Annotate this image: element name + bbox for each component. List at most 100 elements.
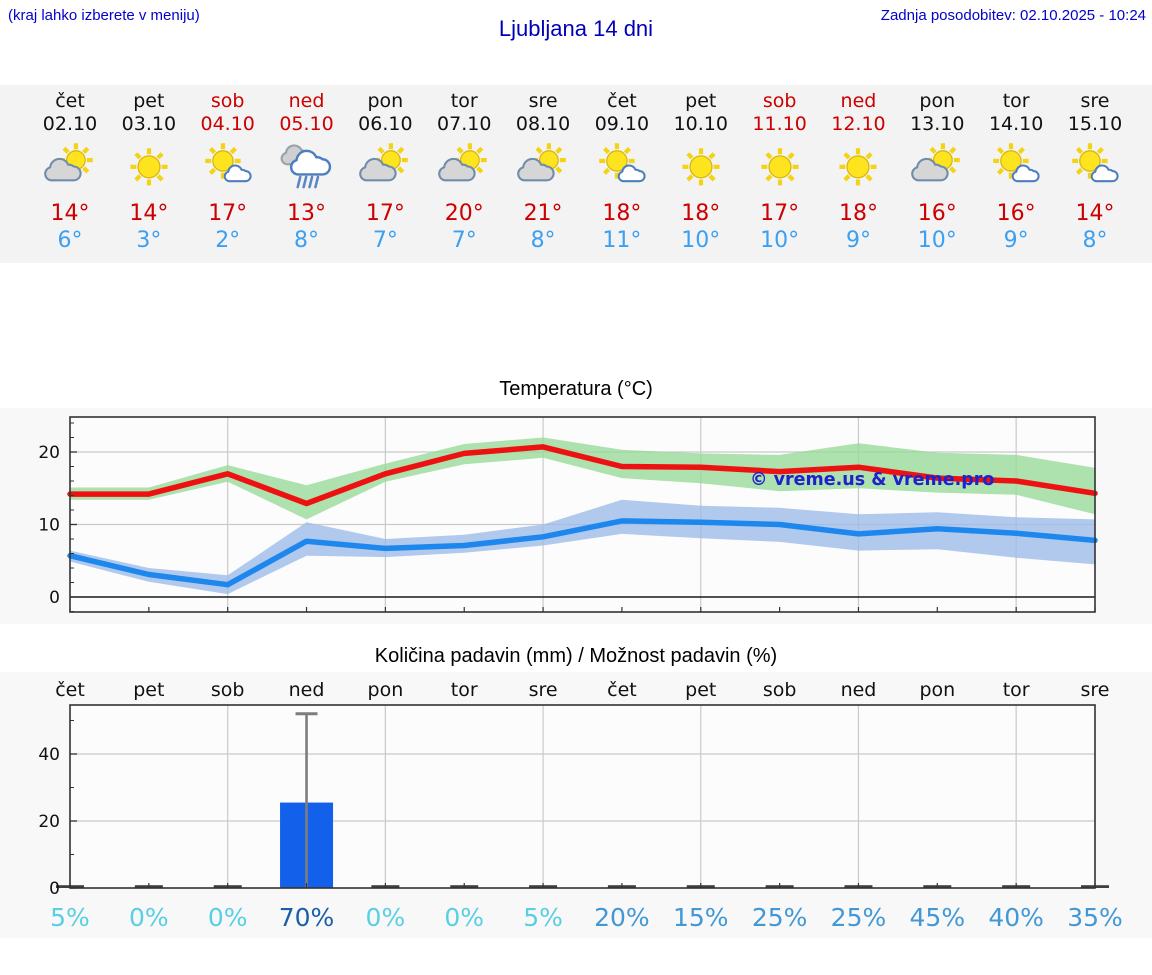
day-name: ned xyxy=(840,90,877,112)
precip-probability-label: 5% xyxy=(523,903,563,932)
precip-probability-label: 15% xyxy=(673,903,729,932)
weather-icon-cloud-sun xyxy=(44,143,93,182)
day-column[interactable]: tor 07.10 20° 7° xyxy=(424,85,504,254)
day-date: 03.10 xyxy=(121,113,177,135)
day-name: tor xyxy=(450,90,478,112)
day-date: 14.10 xyxy=(988,113,1044,135)
precip-ytick-label: 40 xyxy=(38,745,60,765)
weather-icon-sun xyxy=(682,148,720,186)
high-temp: 16° xyxy=(996,201,1036,226)
high-temp: 16° xyxy=(917,201,957,226)
day-column[interactable]: sre 15.10 14° 8° xyxy=(1055,85,1135,254)
precip-day-label: sob xyxy=(211,679,245,701)
day-date: 07.10 xyxy=(437,113,492,135)
day-column[interactable]: čet 02.10 14° 6° xyxy=(30,85,110,254)
day-name: pon xyxy=(919,90,956,112)
max-temp-line xyxy=(67,444,1098,507)
low-temp: 10° xyxy=(917,228,957,253)
precip-probability-label: 70% xyxy=(279,903,335,932)
low-temp: 7° xyxy=(451,228,477,253)
day-icon-holder xyxy=(1055,139,1135,193)
day-date: 02.10 xyxy=(42,113,98,135)
day-name: pon xyxy=(367,90,404,112)
day-icon-holder xyxy=(267,139,347,193)
weather-icon-sun-cloud xyxy=(204,143,252,183)
precip-day-label: sob xyxy=(763,679,797,701)
day-name: sre xyxy=(528,90,558,112)
weather-icon-sun xyxy=(130,148,168,186)
day-icon-holder xyxy=(818,139,898,193)
weather-icon-sun-cloud xyxy=(1072,143,1119,183)
temp-ytick-label: 10 xyxy=(38,516,60,536)
high-temp: 13° xyxy=(287,201,327,226)
min-temp-range xyxy=(70,499,1095,595)
day-column[interactable]: sob 11.10 17° 10° xyxy=(740,85,820,254)
high-temp: 18° xyxy=(838,201,878,226)
precip-probability-label: 5% xyxy=(50,903,90,932)
low-temp: 8° xyxy=(530,228,556,253)
precip-probability-label: 0% xyxy=(366,903,406,932)
chart-watermark: © vreme.us & vreme.pro xyxy=(750,470,994,490)
day-icon-holder xyxy=(740,139,820,193)
high-temp: 21° xyxy=(523,201,563,226)
low-temp: 3° xyxy=(136,228,162,253)
precip-day-label: sre xyxy=(529,679,558,701)
day-column[interactable]: pet 03.10 14° 3° xyxy=(109,85,189,254)
day-date: 09.10 xyxy=(594,113,650,135)
high-temp: 17° xyxy=(365,201,405,226)
forecast-days-strip: čet 02.10 14° 6° pet 03.10 14° 3° sob 04.10 17° 2° n… xyxy=(0,85,1152,263)
min-temp-line xyxy=(67,518,1098,588)
precip-day-label: pet xyxy=(685,679,716,701)
temperature-chart-title: Temperatura (°C) xyxy=(499,378,653,400)
precip-probability-label: 25% xyxy=(831,903,887,932)
precipitation-chart-title: Količina padavin (mm) / Možnost padavin … xyxy=(374,645,778,667)
precip-probability-label: 0% xyxy=(208,903,248,932)
low-temp: 8° xyxy=(294,228,320,253)
precip-day-label: čet xyxy=(607,679,637,701)
low-temp: 9° xyxy=(845,228,871,253)
day-date: 04.10 xyxy=(200,113,255,135)
precip-probability-label: 40% xyxy=(988,903,1044,932)
day-icon-holder xyxy=(897,139,977,193)
precip-day-label: tor xyxy=(1003,679,1030,701)
day-column[interactable]: sob 04.10 17° 2° xyxy=(188,85,268,254)
menu-hint-link[interactable]: (kraj lahko izberete v meniju) xyxy=(8,7,200,24)
day-icon-holder xyxy=(30,139,110,193)
precip-day-label: tor xyxy=(451,679,478,701)
weather-icon-rain xyxy=(280,144,331,189)
day-column[interactable]: pon 06.10 17° 7° xyxy=(345,85,425,254)
precip-probability-label: 45% xyxy=(910,903,966,932)
weather-icon-sun-cloud xyxy=(599,143,646,183)
day-column[interactable]: čet 09.10 18° 11° xyxy=(582,85,662,254)
low-temp: 9° xyxy=(1003,228,1029,253)
weather-icon-cloud-sun xyxy=(911,143,961,182)
day-icon-holder xyxy=(976,139,1056,193)
precip-probability-label: 25% xyxy=(752,903,808,932)
day-icon-holder xyxy=(582,139,662,193)
low-temp: 10° xyxy=(681,228,721,253)
day-date: 06.10 xyxy=(358,113,413,135)
day-date: 05.10 xyxy=(279,113,334,135)
precip-ytick-label: 20 xyxy=(38,812,60,832)
day-icon-holder xyxy=(661,139,741,193)
precipitation-chart: čet pet sob ned pon tor sre čet pet sob ned pon tor s… xyxy=(0,672,1152,938)
day-column[interactable]: pet 10.10 18° 10° xyxy=(661,85,741,254)
day-column[interactable]: pon 13.10 16° 10° xyxy=(897,85,977,254)
day-date: 15.10 xyxy=(1067,113,1123,135)
day-name: tor xyxy=(1002,90,1030,112)
weather-icon-cloud-sun xyxy=(359,143,409,182)
day-column[interactable]: ned 12.10 18° 9° xyxy=(818,85,898,254)
day-column[interactable]: tor 14.10 16° 9° xyxy=(976,85,1056,254)
high-temp: 17° xyxy=(760,201,800,226)
weather-icon-cloud-sun xyxy=(517,143,566,182)
weather-icon-sun xyxy=(839,148,878,186)
high-temp: 17° xyxy=(208,201,248,226)
day-column[interactable]: sre 08.10 21° 8° xyxy=(503,85,583,254)
day-icon-holder xyxy=(188,139,268,193)
day-column[interactable]: ned 05.10 13° 8° xyxy=(267,85,347,254)
day-date: 13.10 xyxy=(910,113,965,135)
low-temp: 10° xyxy=(760,228,800,253)
last-update-text: Zadnja posodobitev: 02.10.2025 - 10:24 xyxy=(880,7,1146,24)
precip-day-label: pon xyxy=(919,679,955,701)
